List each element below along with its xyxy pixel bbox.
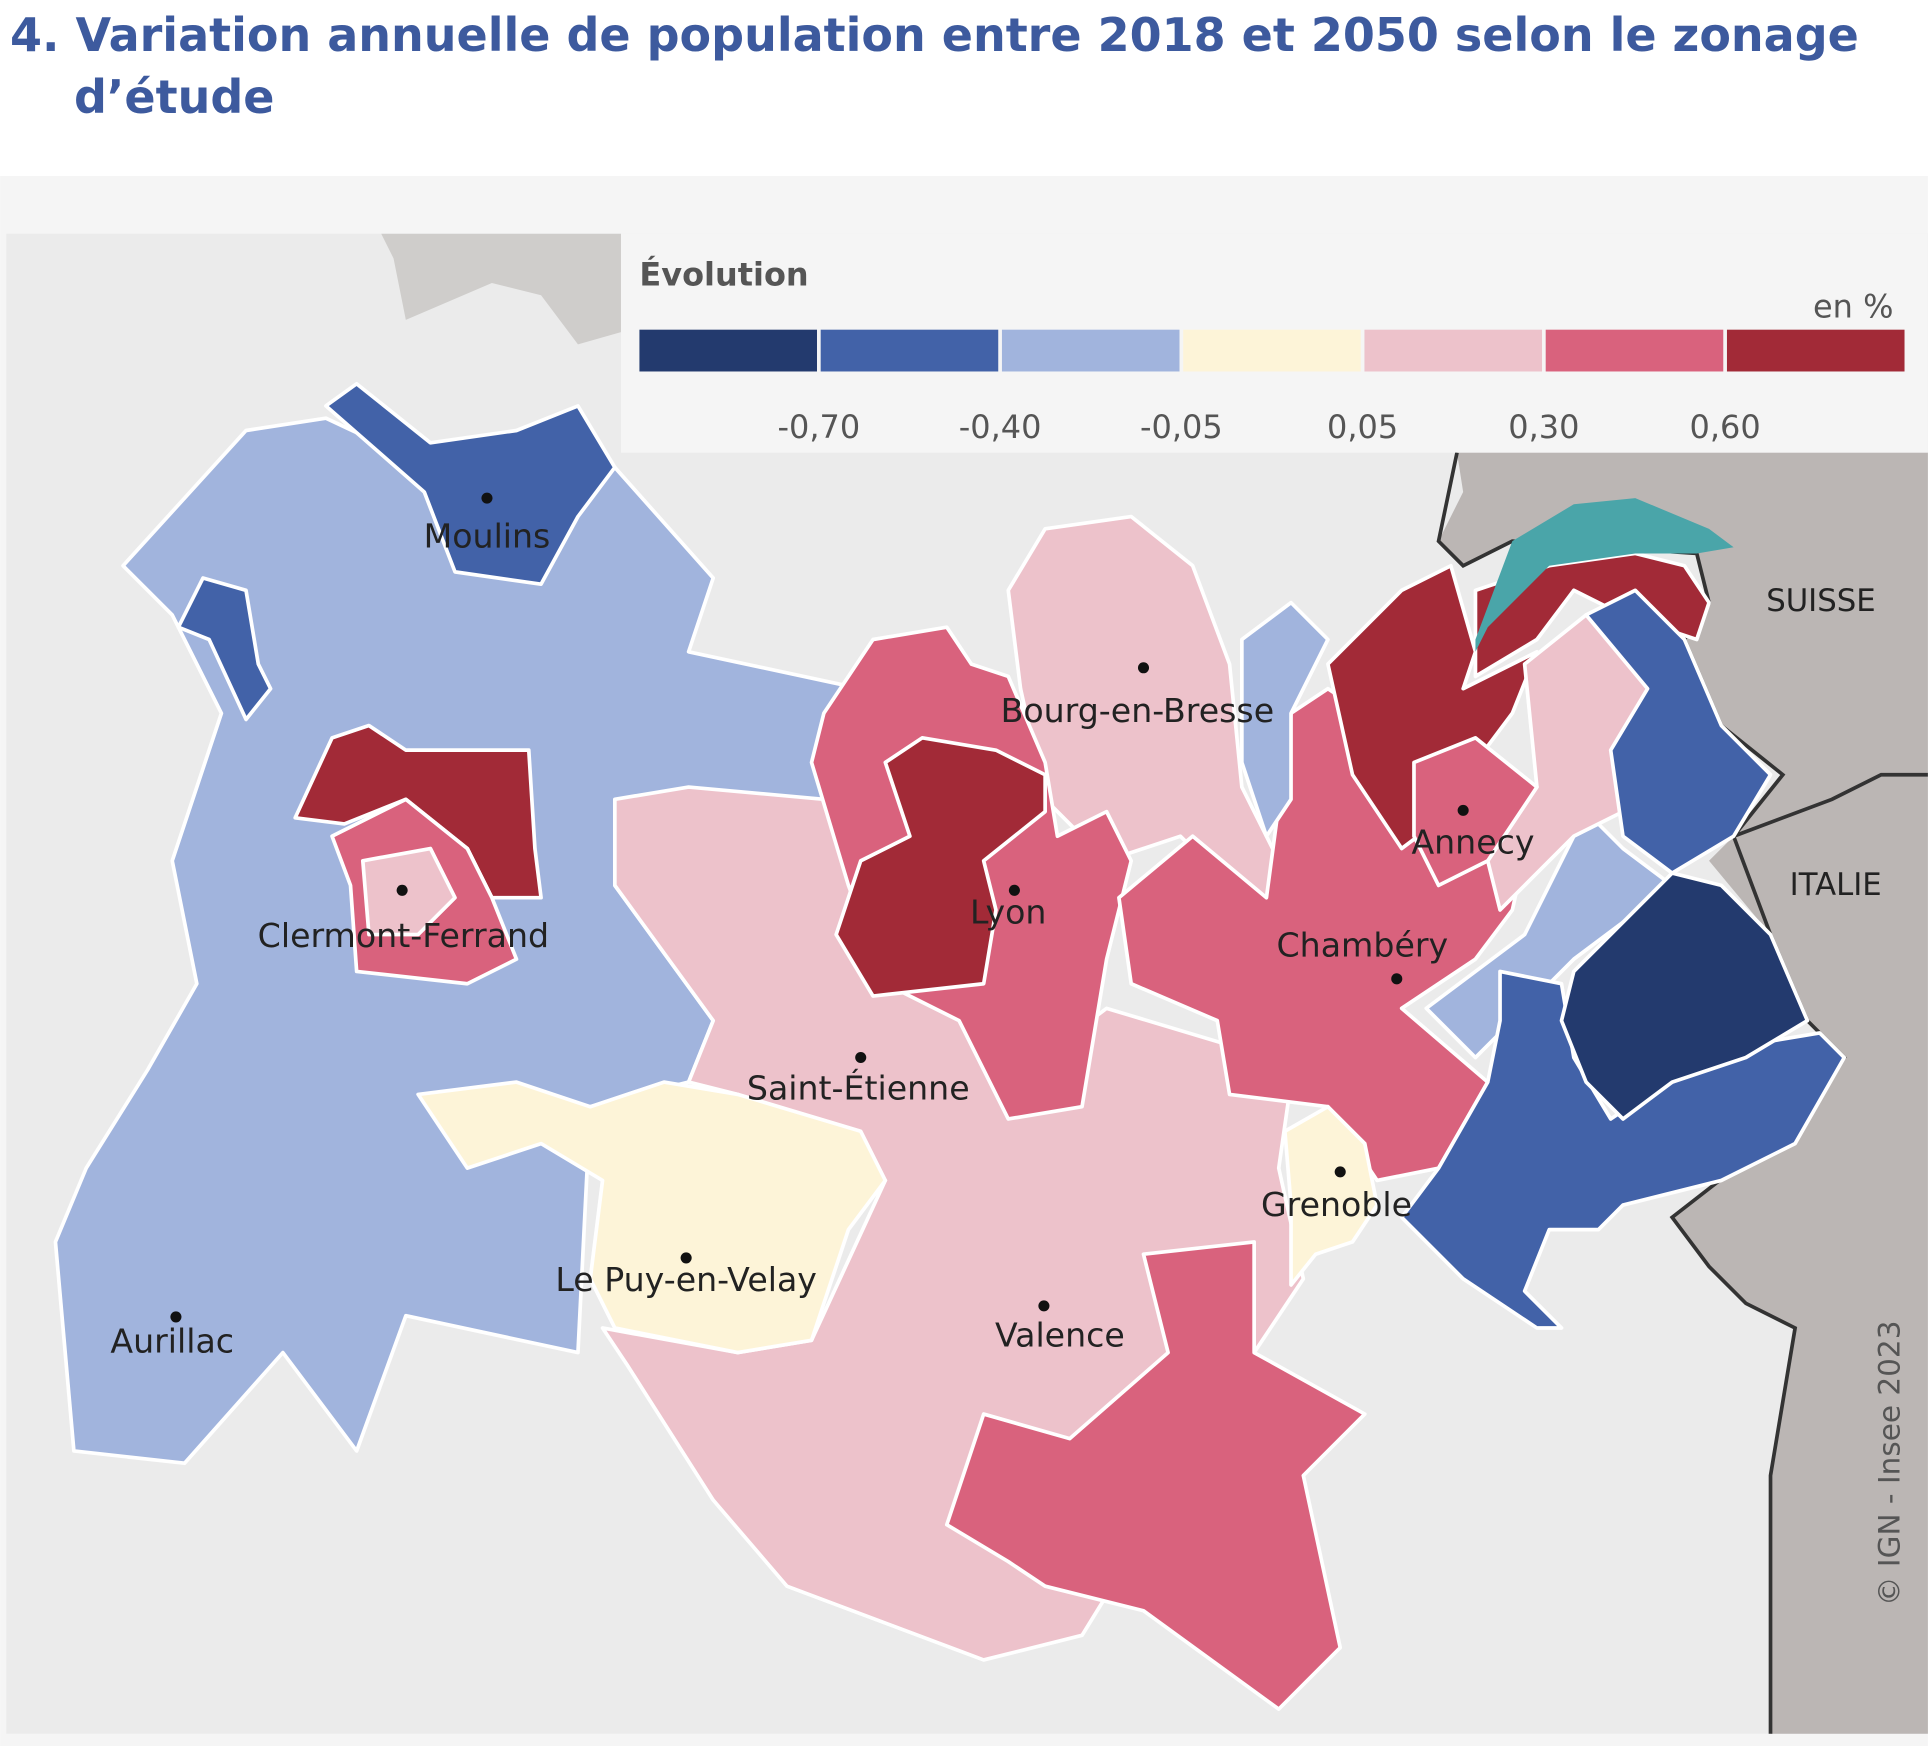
title: 4. Variation annuelle de population entr… bbox=[10, 8, 1859, 124]
source: © IGN - Insee 2023 bbox=[1873, 1321, 1907, 1606]
zone bbox=[1240, 600, 1330, 839]
zone bbox=[1473, 551, 1711, 679]
zone bbox=[1584, 588, 1773, 875]
foreign-area bbox=[1438, 452, 1928, 1734]
legend-swatch bbox=[820, 329, 999, 372]
city-label: Aurillac bbox=[110, 1322, 234, 1361]
city-label: Moulins bbox=[424, 516, 551, 555]
city-label: Clermont-Ferrand bbox=[258, 916, 549, 955]
map: Moulins Bourg-en-Bresse Clermont-Ferrand Ly… bbox=[0, 176, 1928, 1746]
legend-swatch bbox=[1726, 329, 1905, 372]
city-dot bbox=[1334, 1166, 1346, 1178]
zone bbox=[324, 381, 617, 587]
zone bbox=[293, 723, 543, 900]
regions bbox=[53, 233, 1928, 1734]
city-label: Lyon bbox=[970, 893, 1046, 932]
city-dot bbox=[481, 492, 493, 504]
foreign-area bbox=[381, 233, 621, 345]
city-dot bbox=[1391, 973, 1403, 985]
zone bbox=[834, 736, 1047, 998]
zone bbox=[1559, 871, 1810, 1121]
city-dot bbox=[1457, 804, 1469, 816]
legend-swatch bbox=[639, 329, 817, 372]
city-dot bbox=[396, 884, 408, 896]
city-dot bbox=[1008, 884, 1020, 896]
legend-title: Évolution bbox=[639, 255, 808, 293]
border bbox=[1732, 772, 1928, 838]
zone bbox=[1412, 736, 1539, 888]
legend-break-label: 0,05 bbox=[1327, 408, 1398, 446]
zone bbox=[944, 1240, 1367, 1711]
city-label: Grenoble bbox=[1261, 1185, 1412, 1224]
legend-unit: en % bbox=[1813, 287, 1893, 325]
legend-swatch bbox=[1545, 329, 1724, 372]
city-label: Chambéry bbox=[1277, 926, 1449, 965]
city-dot bbox=[170, 1311, 182, 1323]
legend-break-label: -0,05 bbox=[1140, 408, 1223, 446]
zone bbox=[1283, 1104, 1379, 1287]
legend-swatch bbox=[1001, 329, 1180, 372]
legend-swatch bbox=[1183, 329, 1361, 372]
legend-break-label: 0,60 bbox=[1690, 408, 1761, 446]
city-dot bbox=[1137, 662, 1150, 674]
country-label: ITALIE bbox=[1790, 867, 1882, 903]
lake bbox=[1475, 498, 1734, 652]
city-label: Le Puy-en-Velay bbox=[555, 1260, 817, 1299]
city-label: Valence bbox=[995, 1315, 1125, 1354]
city-dot bbox=[680, 1252, 692, 1264]
city-label: Saint-Étienne bbox=[747, 1067, 970, 1107]
labels: Moulins Bourg-en-Bresse Clermont-Ferrand Ly… bbox=[110, 492, 1882, 1361]
zone bbox=[176, 576, 273, 722]
legend-break-label: 0,30 bbox=[1508, 408, 1579, 446]
zone bbox=[416, 1080, 888, 1355]
country-label: SUISSE bbox=[1766, 583, 1875, 619]
city-label: Bourg-en-Bresse bbox=[1001, 691, 1275, 730]
legend-swatch bbox=[1364, 329, 1543, 372]
city-dot bbox=[855, 1051, 867, 1064]
city-dot bbox=[1038, 1300, 1050, 1312]
legend-break-label: -0,70 bbox=[777, 408, 860, 446]
city-label: Annecy bbox=[1411, 822, 1534, 861]
zone bbox=[360, 846, 457, 937]
legend-break-label: -0,40 bbox=[959, 408, 1042, 446]
